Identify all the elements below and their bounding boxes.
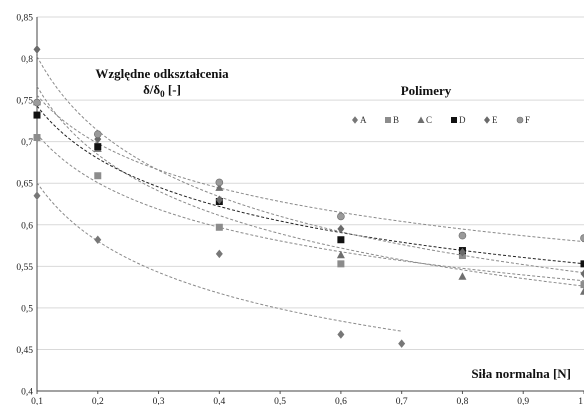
legend-label-d: D (459, 115, 466, 125)
y-tick-label: 0,45 (16, 346, 33, 356)
x-tick-label: 0,1 (31, 397, 43, 405)
x-tick-label: 0,9 (517, 397, 529, 405)
data-point-a (215, 249, 223, 259)
trendline-d (36, 105, 584, 265)
x-axis-label: Siła normalna [N] (471, 366, 571, 381)
legend-label-a: A (360, 115, 367, 125)
y-tick-label: 0,65 (16, 180, 33, 190)
legend: A B C D E F (352, 115, 530, 125)
data-point-e (580, 269, 584, 279)
data-point-b (337, 260, 345, 268)
legend-marker-c (417, 116, 425, 123)
data-point-e (215, 195, 223, 205)
legend-marker-d (451, 117, 457, 123)
x-tick-label: 0,6 (335, 397, 347, 405)
legend-label-e: E (492, 115, 498, 125)
data-point-d (94, 143, 102, 151)
legend-label-f: F (525, 115, 530, 125)
trendline-e (36, 56, 584, 274)
y-tick-label: 0,6 (21, 221, 33, 231)
axes (36, 17, 584, 394)
x-tick-label: 0,4 (213, 397, 225, 405)
x-tick-label: 0,2 (92, 397, 104, 405)
data-point-a (398, 339, 406, 348)
data-point-d (580, 260, 584, 268)
data-point-d (33, 111, 41, 119)
x-tick-label: 0,3 (153, 397, 165, 405)
y-tick-label: 0,8 (21, 55, 33, 65)
data-point-e (458, 247, 466, 257)
data-point-a (94, 235, 102, 245)
x-tick-label: 1 (578, 397, 583, 405)
data-point-c (336, 250, 345, 259)
trendline-c (36, 86, 584, 287)
data-point-e (94, 134, 102, 144)
data-point-c (458, 272, 467, 280)
data-point-a (337, 330, 345, 339)
legend-marker-e (484, 116, 490, 124)
data-point-e (33, 45, 41, 54)
y-axis-label: Względne odkształcenia (95, 66, 229, 81)
gridlines (37, 16, 584, 350)
data-point-c (215, 183, 224, 191)
legend-marker-a (352, 116, 358, 124)
data-point-a (33, 191, 41, 200)
data-point-e (337, 224, 345, 234)
data-point-b (94, 172, 102, 180)
y-tick-label: 0,85 (16, 14, 33, 24)
data-point-f (215, 178, 224, 187)
trendlines (36, 56, 584, 332)
y-tick-label: 0,7 (21, 138, 33, 148)
y-tick-label: 0,4 (21, 388, 33, 398)
data-point-c (580, 287, 584, 295)
trendline-b (36, 133, 584, 282)
legend-marker-b (385, 117, 391, 123)
legend-label-c: C (426, 115, 432, 125)
y-tick-label: 0,75 (16, 97, 33, 107)
tick-labels: 0,40,450,50,550,60,650,70,750,80,850,1 0,… (16, 14, 583, 405)
trendline-f (36, 94, 584, 243)
data-point-b (580, 281, 584, 289)
data-point-b (215, 223, 223, 231)
data-point-f (93, 130, 102, 138)
data-point-f (580, 234, 584, 242)
trendline-a (36, 182, 402, 332)
legend-marker-f (516, 116, 524, 124)
data-point-b (33, 134, 41, 142)
y-tick-label: 0,5 (21, 304, 33, 314)
x-tick-label: 0,7 (396, 397, 408, 405)
legend-title: Polimery (401, 83, 452, 98)
x-tick-label: 0,8 (457, 397, 469, 405)
data-point-f (33, 98, 41, 107)
data-point-f (458, 231, 467, 240)
legend-label-b: B (393, 115, 399, 125)
y-axis-label-symbol: δ/δ0 [-] (143, 82, 181, 99)
data-point-f (337, 212, 345, 221)
data-markers (33, 45, 584, 348)
data-point-d (337, 236, 345, 244)
x-tick-label: 0,5 (274, 397, 286, 405)
y-tick-label: 0,55 (16, 263, 33, 273)
